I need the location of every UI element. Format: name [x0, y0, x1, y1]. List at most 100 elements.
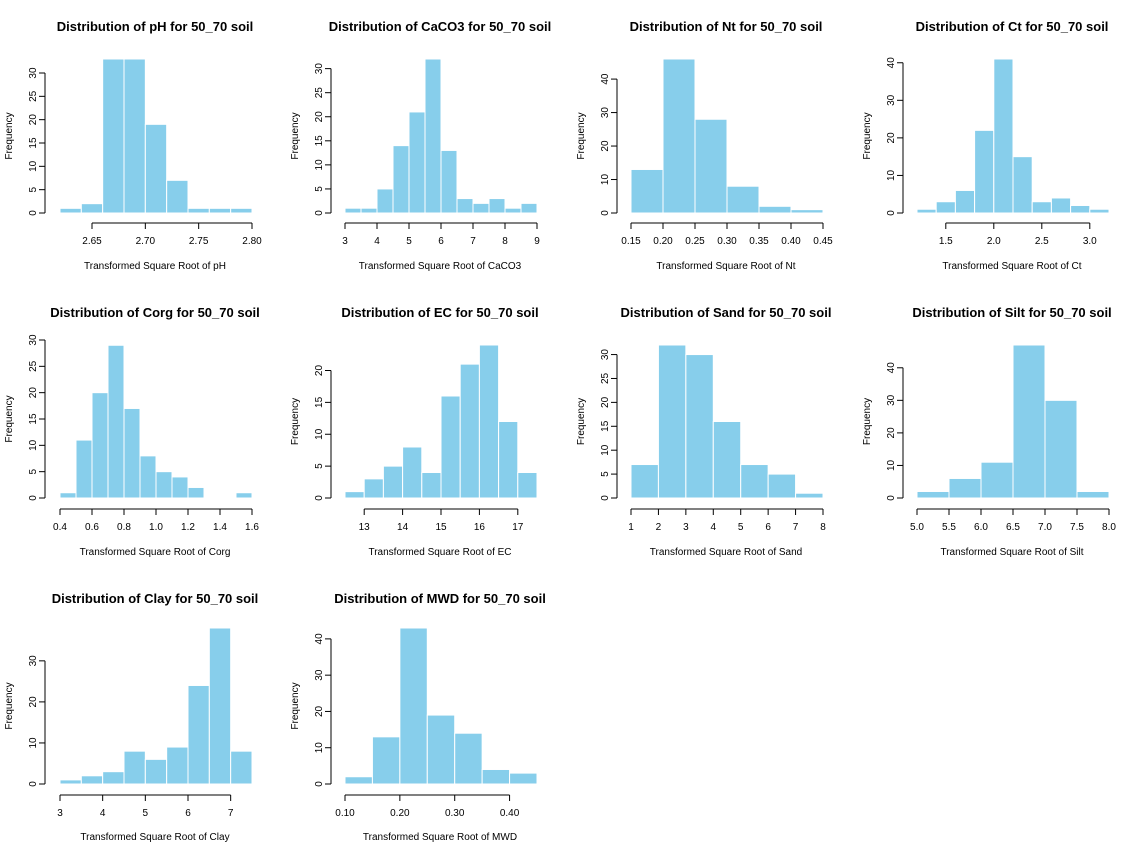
x-tick-label: 0.45: [813, 236, 833, 247]
x-tick-label: 16: [474, 522, 486, 533]
y-tick-label: 5: [314, 463, 325, 469]
histogram-bar: [80, 203, 104, 214]
histogram-bar: [1012, 344, 1046, 499]
histogram-bar: [102, 58, 125, 214]
histogram-bar: [685, 354, 714, 499]
x-tick-label: 6.5: [1006, 522, 1020, 533]
y-tick-label: 10: [886, 169, 897, 181]
histogram-bar: [657, 344, 687, 499]
y-tick-label: 15: [600, 420, 611, 432]
y-tick-label: 20: [886, 132, 897, 144]
x-axis-label: Transformed Square Root of pH: [84, 261, 226, 272]
x-tick-label: 3: [683, 522, 689, 533]
y-tick-label: 25: [28, 360, 39, 372]
histogram-panel: Distribution of pH for 50_70 soil 2.65 2.7…: [4, 19, 262, 272]
y-tick-label: 30: [886, 94, 897, 106]
x-tick-label: 9: [534, 236, 540, 247]
histogram-bar: [424, 58, 442, 214]
y-tick-label: 0: [28, 781, 39, 787]
x-tick-label: 1.4: [213, 522, 227, 533]
histogram-bar: [382, 465, 404, 499]
y-tick-label: 25: [600, 372, 611, 384]
x-axis-label: Transformed Square Root of Silt: [940, 547, 1083, 558]
histogram-panel: Distribution of Nt for 50_70 soil 0.15 0.2…: [576, 19, 833, 272]
x-tick-label: 0.35: [749, 236, 769, 247]
histogram-bar: [954, 189, 976, 214]
histogram-bar: [360, 207, 378, 214]
y-tick-label: 5: [314, 186, 325, 192]
y-tick-label: 40: [886, 362, 897, 374]
y-tick-label: 5: [28, 468, 39, 474]
y-tick-label: 10: [600, 174, 611, 186]
x-tick-label: 5.5: [942, 522, 956, 533]
histogram-bar: [630, 168, 664, 214]
x-axis-label: Transformed Square Root of Corg: [80, 547, 231, 558]
x-tick-label: 4: [711, 522, 717, 533]
chart-title: Distribution of Sand for 50_70 soil: [621, 305, 832, 320]
x-axis-label: Transformed Square Root of MWD: [363, 832, 517, 843]
y-axis-label: Frequency: [862, 112, 873, 159]
x-tick-label: 2.5: [1035, 236, 1049, 247]
x-tick-label: 8: [820, 522, 826, 533]
x-tick-label: 3.0: [1083, 236, 1097, 247]
chart-title: Distribution of MWD for 50_70 soil: [334, 591, 546, 606]
chart-title: Distribution of EC for 50_70 soil: [341, 305, 538, 320]
y-tick-label: 30: [28, 67, 39, 79]
y-tick-label: 5: [28, 186, 39, 192]
x-tick-label: 6.0: [974, 522, 988, 533]
y-tick-label: 30: [886, 394, 897, 406]
y-tick-label: 20: [600, 396, 611, 408]
histogram-bar: [402, 446, 423, 499]
y-tick-label: 10: [314, 159, 325, 171]
y-tick-label: 40: [886, 57, 897, 69]
histogram-bar: [208, 207, 232, 214]
y-tick-label: 0: [600, 495, 611, 501]
histogram-panel: Distribution of Corg for 50_70 soil 0.4 0.…: [4, 305, 260, 558]
y-tick-label: 30: [600, 349, 611, 361]
histogram-bar: [459, 363, 480, 499]
histogram-panel: Distribution of Ct for 50_70 soil 1.5 2.0 2…: [862, 19, 1110, 272]
x-tick-label: 2: [656, 522, 662, 533]
x-tick-label: 0.10: [335, 808, 355, 819]
histogram-bar: [767, 473, 797, 499]
y-tick-label: 10: [600, 444, 611, 456]
y-tick-label: 0: [314, 210, 325, 216]
x-axis-label: Transformed Square Root of Nt: [656, 261, 795, 272]
histogram-bar: [498, 421, 519, 499]
histogram-bar: [344, 776, 373, 785]
x-tick-label: 1.5: [939, 236, 953, 247]
x-tick-label: 14: [397, 522, 409, 533]
histogram-bar: [740, 464, 769, 499]
x-tick-label: 2.80: [242, 236, 262, 247]
x-tick-label: 2.70: [136, 236, 156, 247]
x-tick-label: 13: [359, 522, 371, 533]
histogram-bar: [1076, 490, 1110, 499]
y-tick-label: 40: [600, 73, 611, 85]
histogram-bar: [440, 149, 458, 214]
histogram-bar: [478, 344, 500, 499]
x-tick-label: 5: [406, 236, 412, 247]
y-tick-label: 0: [886, 210, 897, 216]
x-tick-label: 1: [628, 522, 634, 533]
histogram-panel: Distribution of Clay for 50_70 soil 3 4 5 6 7…: [4, 591, 258, 843]
histogram-bar: [481, 768, 511, 785]
y-tick-label: 20: [600, 140, 611, 152]
y-axis-label: Frequency: [290, 682, 301, 729]
histogram-bar: [408, 111, 426, 214]
histogram-bar: [59, 207, 82, 214]
histogram-bar: [59, 779, 82, 785]
y-axis-label: Frequency: [576, 112, 587, 159]
y-tick-label: 15: [314, 396, 325, 408]
y-tick-label: 25: [28, 90, 39, 102]
x-axis-label: Transformed Square Root of CaCO3: [359, 261, 522, 272]
histogram-bar: [155, 471, 173, 499]
x-axis-label: Transformed Square Root of Sand: [650, 547, 803, 558]
histogram-bar: [916, 208, 937, 214]
y-tick-label: 0: [600, 210, 611, 216]
histogram-bar: [363, 478, 384, 499]
histogram-bar: [790, 209, 824, 214]
x-tick-label: 6: [438, 236, 444, 247]
x-tick-label: 6: [185, 808, 191, 819]
y-tick-label: 20: [28, 387, 39, 399]
